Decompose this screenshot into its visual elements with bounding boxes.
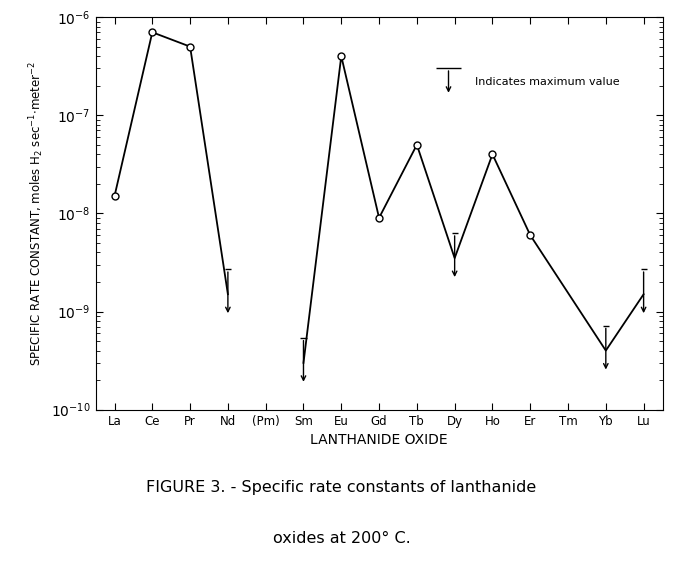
Point	[147, 28, 158, 37]
Point	[336, 52, 347, 61]
Point	[109, 192, 120, 201]
Text: FIGURE 3. - Specific rate constants of lanthanide: FIGURE 3. - Specific rate constants of l…	[146, 480, 537, 495]
Point	[184, 42, 195, 51]
Point	[487, 150, 498, 159]
Text: Indicates maximum value: Indicates maximum value	[475, 77, 620, 87]
Point	[411, 140, 422, 149]
Y-axis label: SPECIFIC RATE CONSTANT, moles H$_2$ sec$^{-1}$$\cdot$meter$^{-2}$: SPECIFIC RATE CONSTANT, moles H$_2$ sec$…	[27, 61, 46, 366]
X-axis label: LANTHANIDE OXIDE: LANTHANIDE OXIDE	[310, 433, 448, 447]
Point	[525, 230, 535, 240]
Point	[374, 213, 385, 222]
Text: oxides at 200° C.: oxides at 200° C.	[273, 531, 410, 546]
